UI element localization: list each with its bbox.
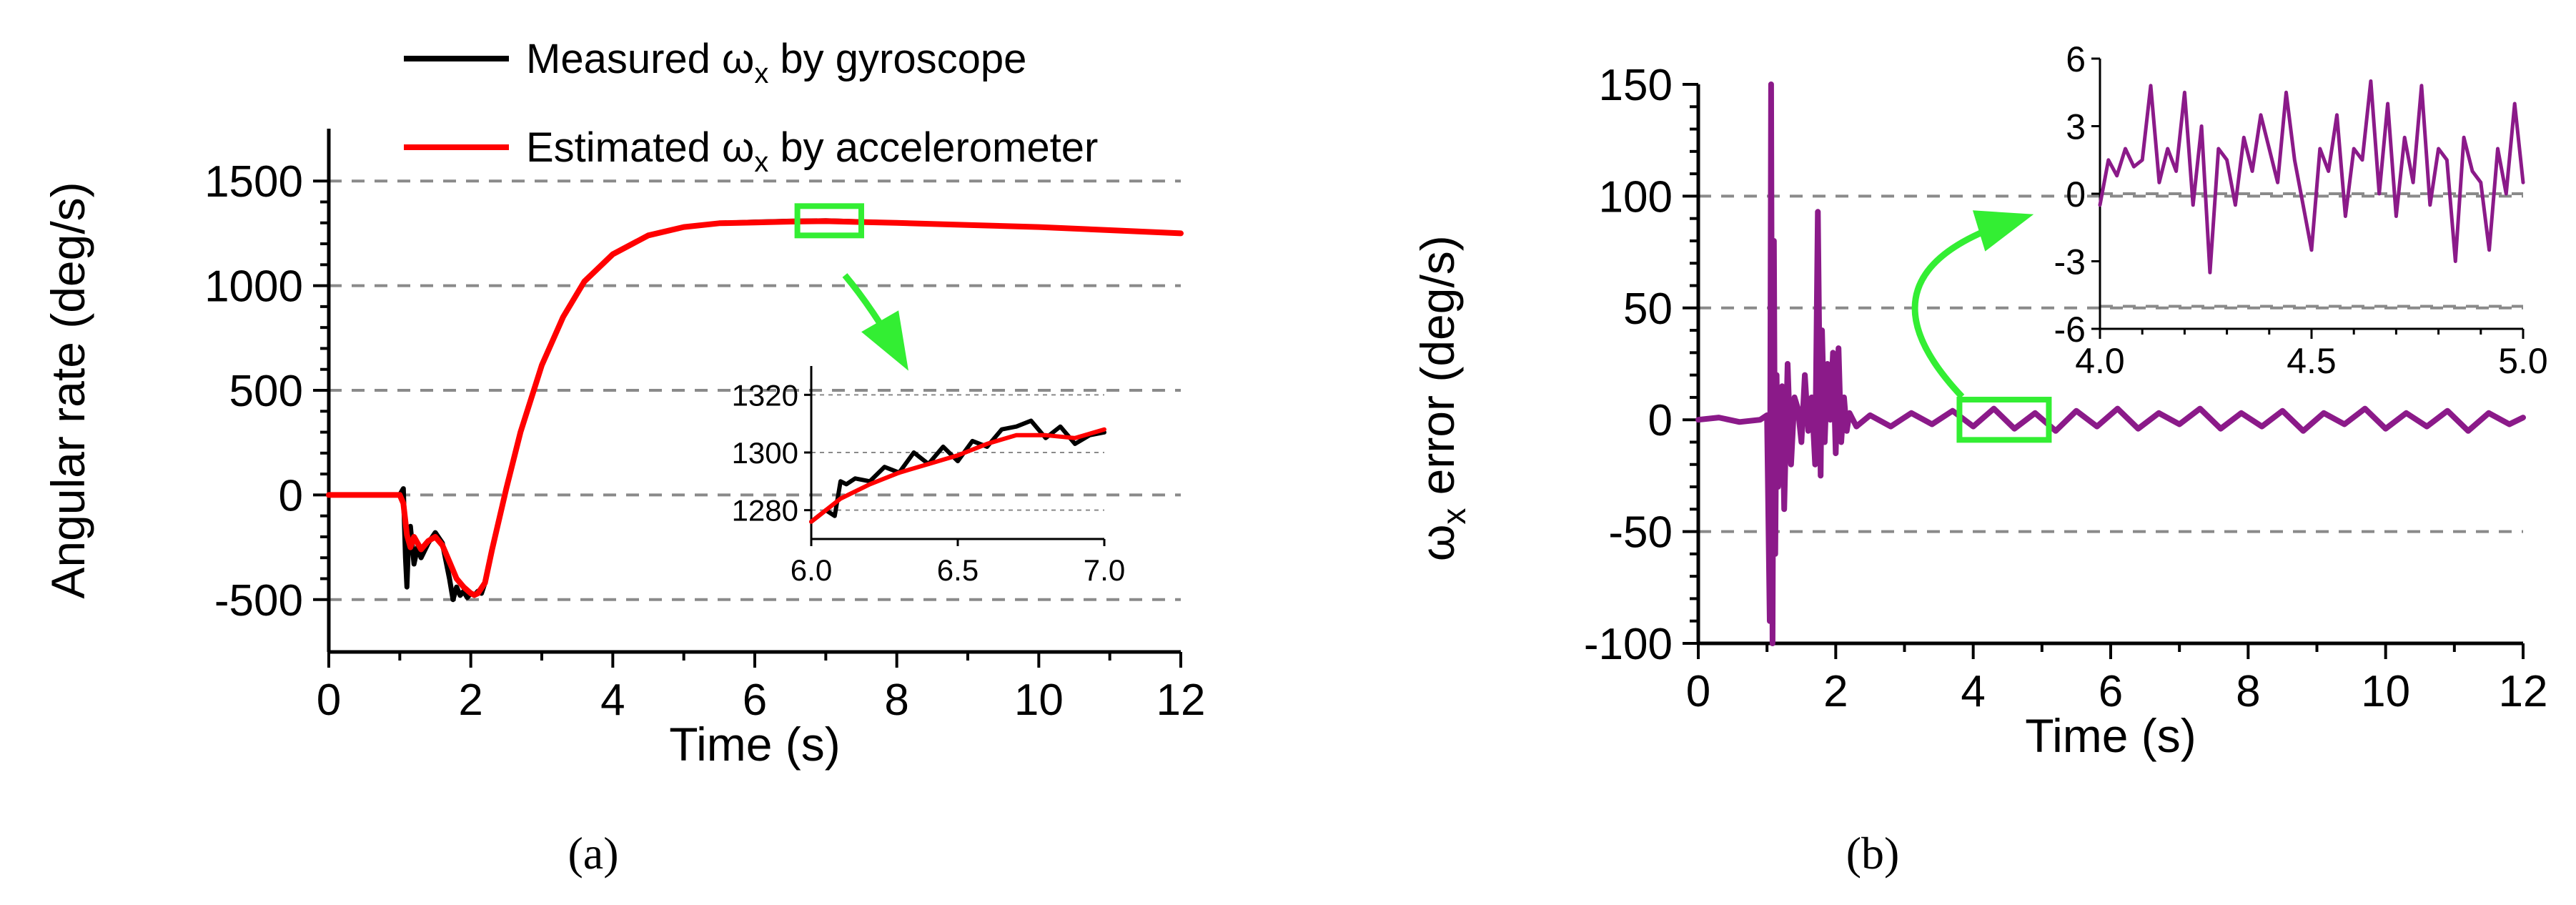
inset-x-tick-label: 6.5 (937, 553, 979, 587)
chart-panel-b: -100 -50 0 50 100 150 0 2 4 6 8 10 12 Time (s) ωx erro… (1411, 39, 2548, 762)
x-tick-label: 12 (1156, 676, 1206, 725)
y-tick-label: 0 (1648, 396, 1673, 445)
inset-y-tick-label: 3 (2066, 107, 2086, 147)
x-axis-title: Time (s) (669, 718, 841, 771)
y-tick-label: 500 (229, 367, 303, 416)
series-line-error (1695, 81, 2526, 646)
legend-label: Measured ωx by gyroscope (526, 36, 1026, 89)
y-tick-label: 150 (1599, 61, 1673, 110)
inset-x-tick-label: 4.5 (2287, 341, 2337, 381)
inset-y-tick-label: 1300 (732, 436, 798, 470)
y-axis-title: ωx error (deg/s) (1411, 235, 1472, 561)
y-tick-label: -100 (1584, 620, 1673, 669)
y-tick-label: -500 (214, 576, 303, 625)
chart-panel-a: -500 0 500 1000 1500 0 2 4 6 8 10 12 Time (s) Angular… (41, 36, 1205, 771)
x-tick-label: 0 (317, 676, 341, 725)
inset-y-tick-label: 1280 (732, 494, 798, 528)
y-tick-label: 50 (1623, 285, 1673, 334)
y-axis-title: Angular rate (deg/s) (41, 182, 94, 598)
x-axis-title: Time (s) (2025, 709, 2196, 762)
x-tick-label: 10 (1014, 676, 1064, 725)
inset-series-line-estimated (809, 427, 1106, 524)
zoom-box (1956, 397, 2052, 443)
inset-y-tick-label: -6 (2054, 310, 2086, 350)
x-tick-label: 2 (1823, 667, 1848, 716)
x-tick-label: 2 (458, 676, 482, 725)
y-tick-label: -50 (1608, 508, 1673, 558)
legend: Measured ωx by gyroscope Estimated ωx by … (404, 36, 1098, 178)
inset-plot: 1280 1300 1320 6.0 6.5 7.0 (732, 366, 1125, 587)
x-tick-label: 8 (884, 676, 908, 725)
inset-plot: -6 -3 0 3 6 4.0 4.5 5.0 (2054, 39, 2548, 381)
inset-x-tick-label: 6.0 (791, 553, 832, 587)
zoom-arrow-head (861, 310, 908, 371)
inset-x-tick-label: 4.0 (2075, 341, 2125, 381)
x-tick-label: 4 (600, 676, 625, 725)
series-line-estimated (326, 218, 1184, 598)
zoom-arrow-shaft (1911, 214, 2023, 400)
x-tick-label: 6 (743, 676, 767, 725)
x-tick-label: 10 (2361, 667, 2410, 716)
inset-x-tick-label: 7.0 (1084, 553, 1125, 587)
inset-y-tick-label: 6 (2066, 39, 2086, 79)
zoom-box (794, 203, 864, 239)
y-tick-label: 100 (1599, 172, 1673, 222)
x-tick-label: 8 (2236, 667, 2260, 716)
x-tick-label: 12 (2499, 667, 2548, 716)
y-tick-label: 0 (279, 471, 303, 520)
inset-x-tick-label: 5.0 (2498, 341, 2548, 381)
inset-y-tick-label: -3 (2054, 242, 2086, 282)
y-tick-label: 1000 (204, 262, 303, 312)
x-tick-label: 6 (2099, 667, 2123, 716)
inset-y-tick-label: 0 (2066, 174, 2086, 214)
panel-b-label: (b) (1846, 828, 1900, 879)
x-tick-label: 0 (1686, 667, 1710, 716)
inset-series-line-error (2098, 79, 2525, 275)
x-tick-label: 4 (1961, 667, 1985, 716)
inset-y-tick-label: 1320 (732, 378, 798, 412)
legend-label: Estimated ωx by accelerometer (526, 124, 1098, 178)
zoom-arrow-head (1972, 210, 2034, 252)
panel-a-label: (a) (568, 828, 618, 879)
y-tick-label: 1500 (204, 157, 303, 207)
